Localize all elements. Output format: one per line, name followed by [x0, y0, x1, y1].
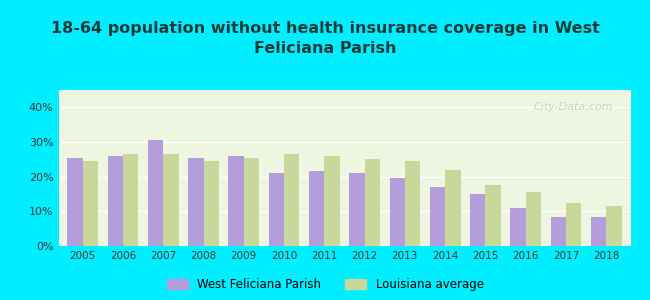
Bar: [83, 161, 98, 246]
Text: 18-64 population without health insurance coverage in West
Feliciana Parish: 18-64 population without health insuranc…: [51, 21, 599, 56]
Bar: [68, 158, 83, 246]
Bar: [203, 161, 219, 246]
Bar: [349, 173, 365, 246]
Bar: [324, 156, 340, 246]
Text: City-Data.com: City-Data.com: [534, 103, 614, 112]
Bar: [470, 194, 486, 246]
Bar: [244, 158, 259, 246]
Bar: [591, 217, 606, 246]
Bar: [510, 208, 526, 246]
Bar: [445, 170, 460, 246]
Bar: [163, 154, 179, 246]
Bar: [405, 161, 421, 246]
Bar: [229, 156, 244, 246]
Bar: [365, 159, 380, 246]
Bar: [486, 185, 500, 246]
Bar: [389, 178, 405, 246]
Bar: [148, 140, 163, 246]
Bar: [108, 156, 123, 246]
Bar: [309, 172, 324, 246]
Bar: [188, 158, 203, 246]
Bar: [526, 192, 541, 246]
Bar: [123, 154, 138, 246]
Legend: West Feliciana Parish, Louisiana average: West Feliciana Parish, Louisiana average: [166, 278, 484, 291]
Bar: [284, 154, 300, 246]
Bar: [566, 203, 581, 246]
Bar: [551, 217, 566, 246]
Bar: [430, 187, 445, 246]
Bar: [606, 206, 621, 246]
Bar: [268, 173, 284, 246]
